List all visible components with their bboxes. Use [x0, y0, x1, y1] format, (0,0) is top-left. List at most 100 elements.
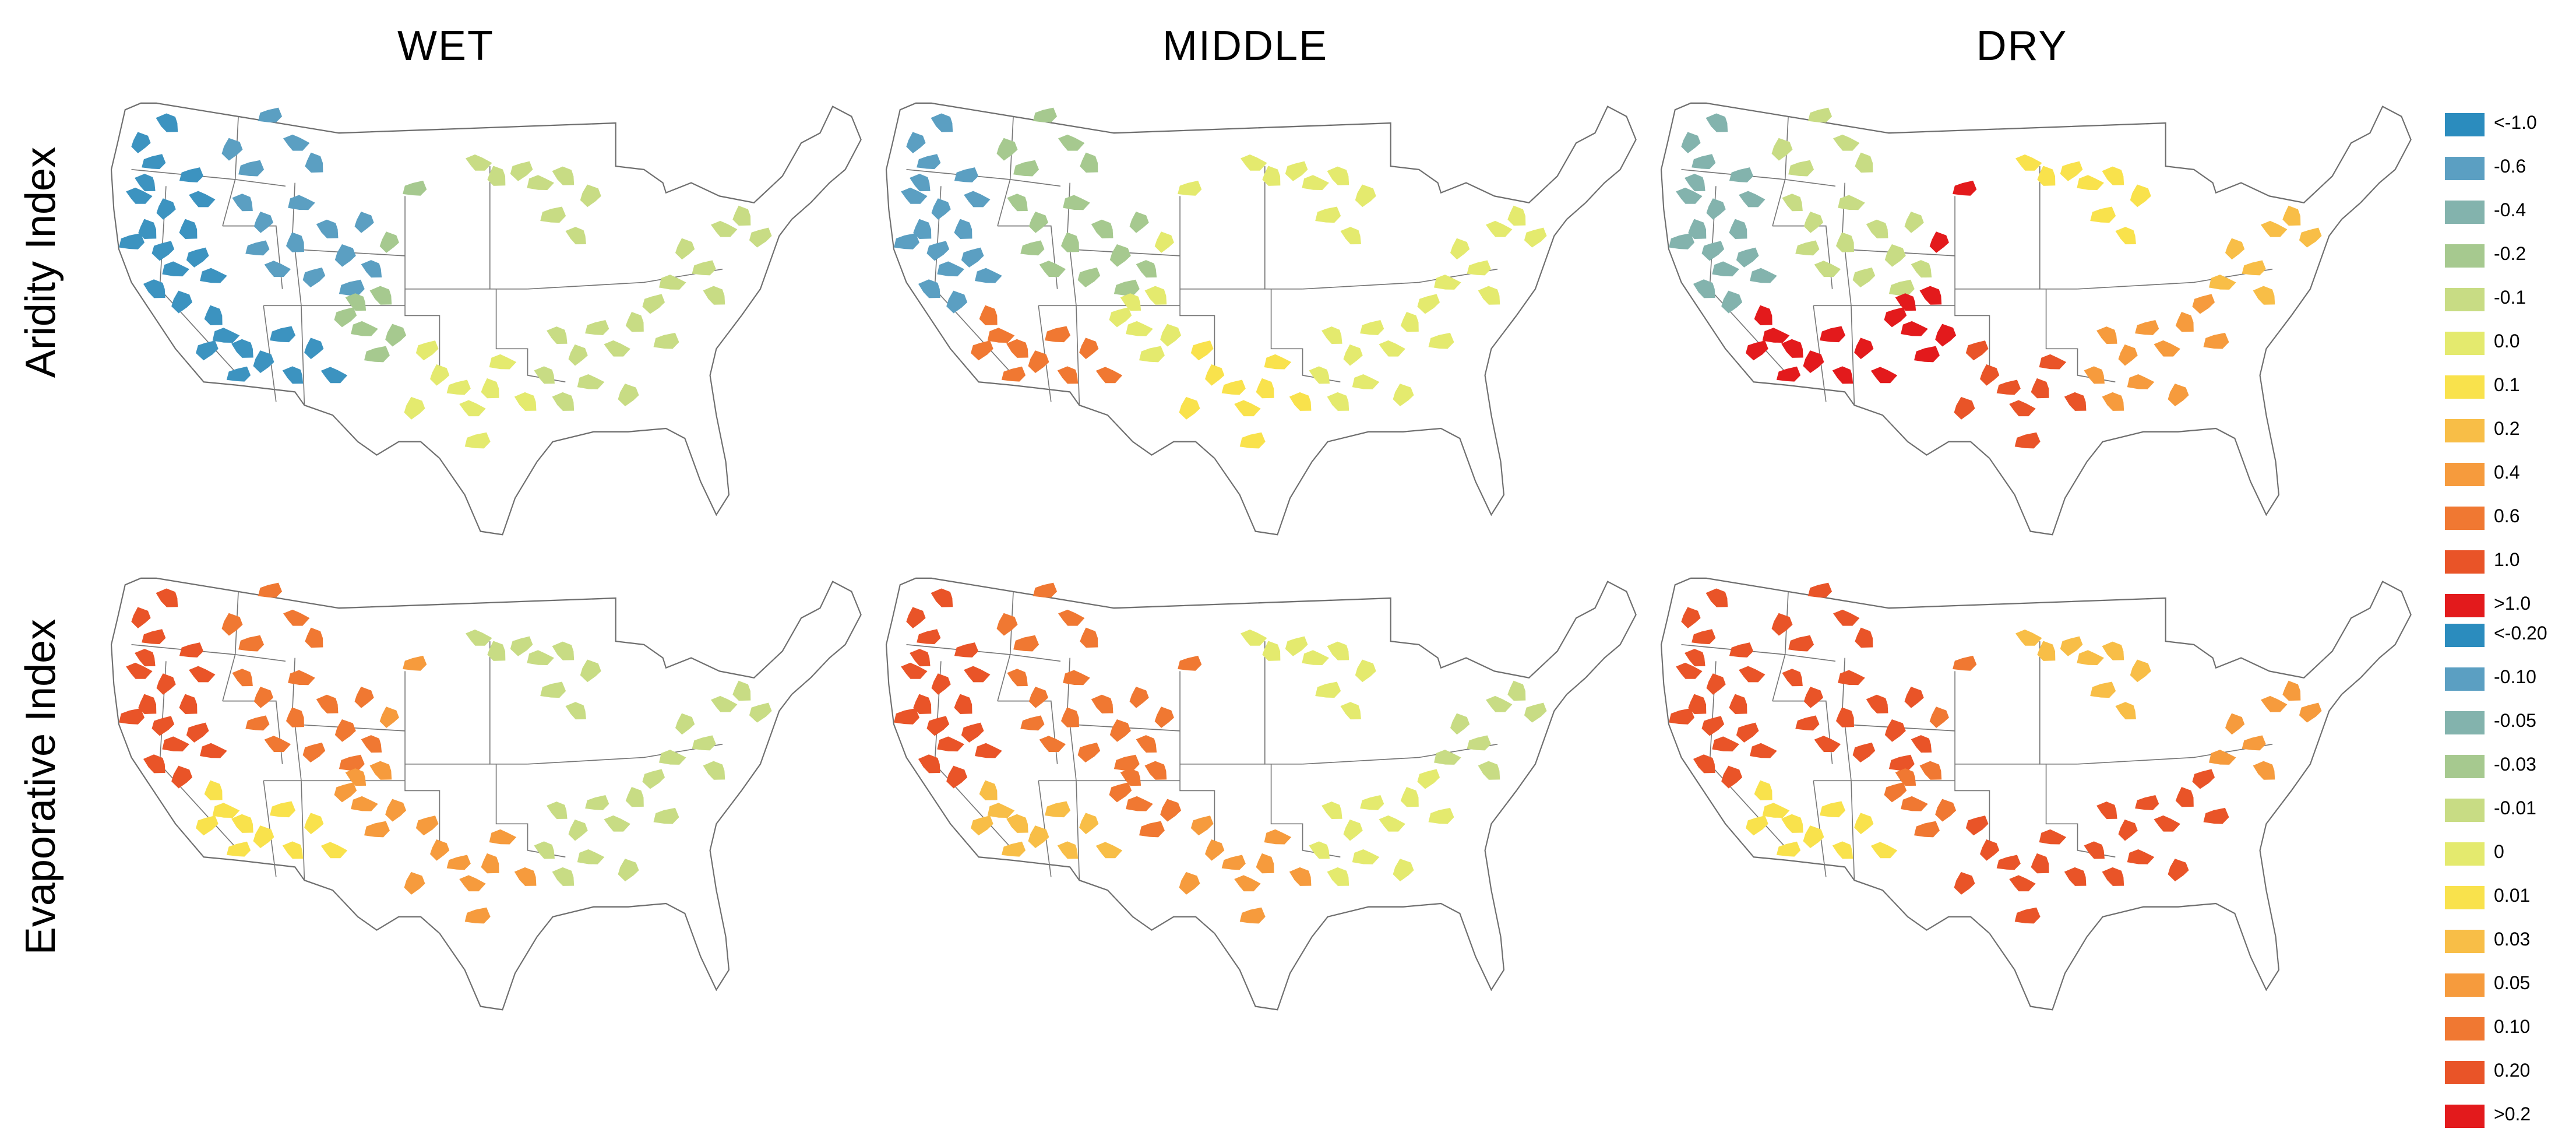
watershed-patch	[2077, 175, 2104, 191]
watershed-patch	[2084, 366, 2105, 384]
watershed-patch	[926, 716, 950, 736]
watershed-patch	[1706, 198, 1726, 220]
watershed-patch	[917, 154, 941, 170]
legend-swatch	[2445, 201, 2485, 224]
region-border	[263, 305, 277, 402]
watershed-patch	[1063, 195, 1090, 210]
watershed-patch	[1781, 339, 1803, 358]
watershed-patch	[1234, 400, 1261, 417]
watershed-patch	[604, 815, 630, 832]
watershed-patch	[1788, 160, 1814, 177]
legend-swatch	[2445, 886, 2485, 909]
watershed-patch	[1681, 607, 1701, 629]
watershed-patch	[1681, 132, 1701, 154]
watershed-patch	[926, 241, 950, 261]
region-border	[1038, 305, 1052, 402]
legend-label: 0.6	[2494, 505, 2520, 526]
watershed-patch	[1870, 367, 1898, 384]
watershed-patch	[1057, 841, 1079, 859]
watershed-patch	[1701, 241, 1725, 261]
watershed-patch	[975, 743, 1002, 758]
legend-label: -0.10	[2494, 666, 2536, 687]
watershed-patch	[1327, 166, 1349, 185]
watershed-patch	[2127, 849, 2155, 864]
watershed-patch	[1109, 719, 1131, 742]
watershed-patch	[1820, 326, 1846, 343]
watershed-patch	[1832, 841, 1853, 859]
legend-swatch	[2445, 594, 2485, 617]
watershed-patch	[1705, 113, 1728, 132]
watershed-patch	[1360, 795, 1384, 810]
watershed-patch	[196, 815, 219, 836]
watershed-patch	[1754, 305, 1772, 326]
watershed-patch	[264, 736, 291, 752]
legend-swatch	[2445, 550, 2485, 574]
watershed-patch	[304, 338, 324, 360]
watershed-patch	[186, 247, 209, 268]
watershed-patch	[1835, 232, 1854, 252]
legend-label: 0	[2494, 841, 2504, 862]
watershed-patch	[710, 220, 738, 237]
watershed-patch	[2130, 184, 2151, 208]
watershed-patch	[2154, 340, 2180, 357]
watershed-patch	[119, 233, 145, 249]
watershed-patch	[514, 392, 537, 411]
watershed-patch	[354, 687, 374, 708]
watershed-patch	[288, 670, 315, 686]
watershed-patch	[339, 754, 365, 771]
watershed-patch	[1693, 754, 1715, 774]
watershed-patch	[1109, 244, 1131, 267]
watershed-patch	[1750, 743, 1777, 758]
watershed-patch	[937, 261, 964, 277]
row-title-aridity: Aridity Index	[0, 0, 82, 525]
watershed-patch	[1190, 340, 1214, 361]
watershed-patch	[1807, 582, 1833, 598]
watershed-patch	[1888, 754, 1915, 771]
watershed-patch	[1126, 321, 1153, 336]
region-border	[263, 781, 277, 877]
watershed-patch	[1919, 286, 1942, 305]
watershed-patch	[1524, 227, 1547, 248]
watershed-patch	[913, 694, 932, 714]
watershed-patch	[1063, 670, 1090, 686]
row-title-evaporative-label: Evaporative Index	[17, 618, 65, 955]
watershed-patch	[580, 184, 601, 208]
watershed-patch	[253, 825, 274, 849]
watershed-patch	[466, 154, 492, 171]
watershed-patch	[1965, 340, 1989, 361]
watershed-patch	[653, 807, 679, 824]
legend-label: <-1.0	[2494, 112, 2537, 133]
watershed-patch	[1904, 687, 1924, 708]
watershed-patch	[464, 907, 491, 924]
legend-label: -0.4	[2494, 199, 2526, 220]
watershed-patch	[1417, 294, 1440, 314]
watershed-patch	[2175, 787, 2194, 807]
watershed-patch	[514, 867, 537, 886]
watershed-patch	[577, 374, 605, 389]
watershed-patch	[282, 366, 304, 384]
watershed-patch	[379, 706, 399, 728]
watershed-patch	[283, 134, 310, 151]
watershed-patch	[1721, 765, 1743, 789]
watershed-patch	[1803, 825, 1824, 849]
watershed-patch	[618, 384, 639, 406]
map-wet-aridity	[87, 70, 880, 548]
watershed-patch	[1154, 706, 1174, 728]
watershed-patch	[910, 174, 931, 192]
watershed-patch	[1327, 867, 1349, 886]
watershed-patch	[334, 244, 356, 267]
watershed-patch	[1060, 232, 1079, 252]
watershed-patch	[403, 655, 427, 671]
watershed-patch	[1322, 802, 1342, 820]
watershed-patch	[1762, 328, 1790, 343]
watershed-patch	[1289, 392, 1312, 411]
watershed-patch	[171, 765, 193, 789]
watershed-patch	[1904, 212, 1924, 233]
watershed-patch	[2115, 702, 2136, 720]
region-border	[1954, 305, 1990, 382]
watershed-patch	[1776, 366, 1801, 382]
watershed-patch	[1352, 374, 1380, 389]
watershed-patch	[1264, 829, 1292, 845]
watershed-patch	[1953, 180, 1977, 196]
watershed-patch	[1007, 669, 1028, 687]
